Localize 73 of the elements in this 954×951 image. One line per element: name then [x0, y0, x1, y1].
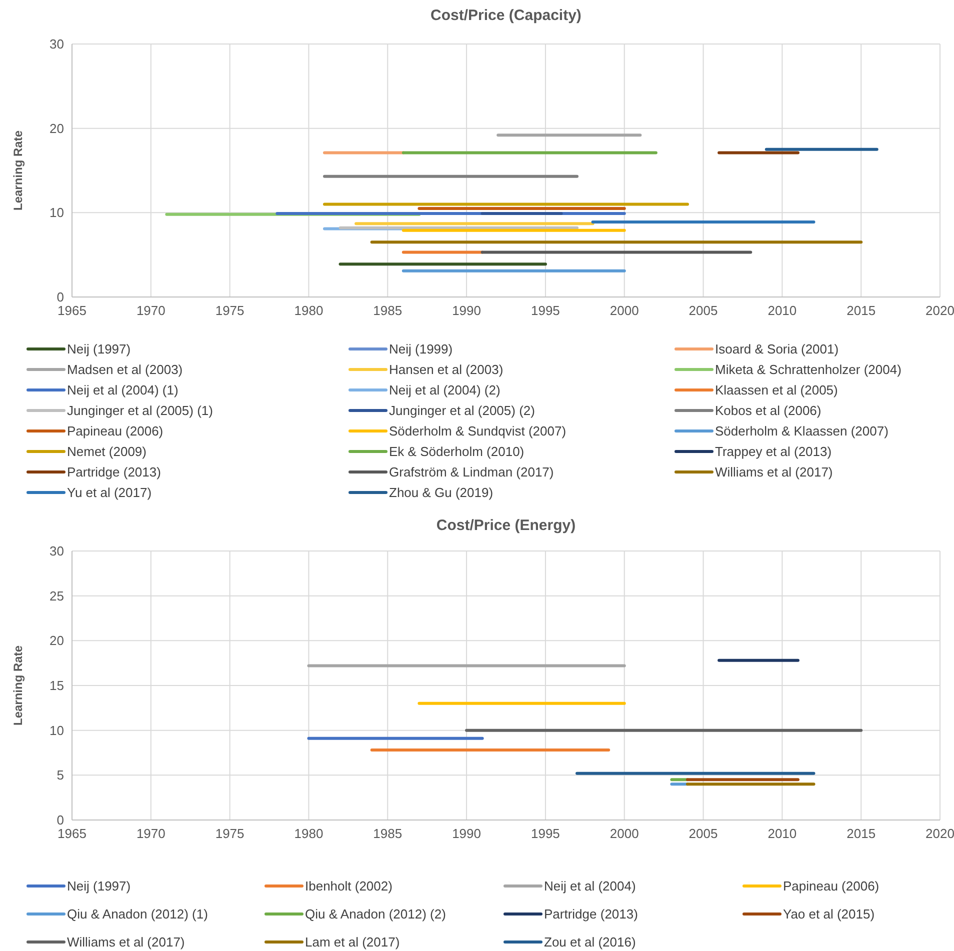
legend-label: Neij (1999)	[389, 342, 453, 356]
legend-label: Ibenholt (2002)	[305, 878, 392, 894]
legend-label: Neij (1997)	[67, 342, 131, 356]
y-tick-label: 10	[50, 722, 64, 738]
y-tick-label: 15	[50, 678, 64, 693]
legend-label: Qiu & Anadon (2012) (1)	[67, 906, 208, 922]
legend-label: Nemet (2009)	[67, 444, 146, 459]
legend-label: Miketa & Schrattenholzer (2004)	[715, 362, 902, 377]
legend-label: Papineau (2006)	[783, 878, 880, 894]
y-tick-label: 25	[50, 588, 64, 604]
x-tick-label: 1970	[136, 303, 166, 318]
legend-label: Junginger et al (2005) (1)	[67, 403, 213, 418]
x-tick-label: 2010	[768, 826, 797, 841]
x-tick-label: 1985	[373, 303, 402, 318]
x-tick-label: 1965	[58, 826, 86, 841]
y-tick-label: 0	[56, 812, 64, 828]
legend-label: Partridge (2013)	[67, 464, 161, 480]
legend-label: Isoard & Soria (2001)	[715, 342, 839, 356]
x-tick-label: 1985	[373, 826, 402, 841]
legend-label: Williams et al (2017)	[67, 934, 185, 950]
y-tick-label: 20	[50, 633, 64, 648]
x-tick-label: 1995	[530, 303, 560, 318]
y-tick-label: 5	[56, 768, 64, 783]
x-tick-label: 2015	[846, 826, 876, 841]
x-tick-label: 1990	[452, 303, 482, 318]
x-tick-label: 2010	[768, 303, 797, 318]
legend-label: Klaassen et al (2005)	[715, 382, 838, 398]
x-tick-label: 1995	[530, 826, 560, 841]
legend-label: Hansen et al (2003)	[389, 362, 504, 377]
legend-label: Zou et al (2016)	[544, 934, 636, 950]
x-tick-label: 1980	[294, 826, 324, 841]
legend-label: Trappey et al (2013)	[715, 444, 832, 459]
legend-label: Lam et al (2017)	[305, 934, 400, 950]
x-tick-label: 1970	[136, 826, 166, 841]
legend-label: Kobos et al (2006)	[715, 403, 822, 418]
x-tick-label: 2000	[610, 826, 639, 841]
legend-label: Neij et al (2004)	[544, 878, 636, 894]
x-tick-label: 1975	[215, 303, 244, 318]
legend-label: Williams et al (2017)	[715, 464, 833, 480]
legend-label: Papineau (2006)	[67, 424, 164, 438]
x-tick-label: 1990	[452, 826, 482, 841]
legend-label: Junginger et al (2005) (2)	[389, 403, 535, 418]
legend-label: Qiu & Anadon (2012) (2)	[305, 906, 446, 922]
legend-label: Yu et al (2017)	[67, 485, 152, 500]
legend-label: Yao et al (2015)	[783, 906, 875, 922]
x-tick-label: 2020	[926, 826, 954, 841]
chart-title: Cost/Price (Energy)	[436, 517, 576, 534]
chart-title: Cost/Price (Capacity)	[430, 7, 582, 24]
legend-label: Grafström & Lindman (2017)	[389, 464, 554, 480]
x-tick-label: 2005	[688, 826, 718, 841]
legend-label: Zhou & Gu (2019)	[389, 485, 494, 500]
y-tick-label: 10	[50, 205, 64, 220]
legend-label: Söderholm & Sundqvist (2007)	[389, 424, 566, 438]
legend-label: Ek & Söderholm (2010)	[389, 444, 524, 459]
y-tick-label: 0	[56, 290, 64, 304]
legend-label: Neij (1997)	[67, 878, 131, 894]
y-tick-label: 20	[50, 120, 64, 136]
x-tick-label: 1980	[294, 303, 324, 318]
y-axis-title: Learning Rate	[11, 130, 25, 211]
legend-label: Söderholm & Klaassen (2007)	[715, 424, 888, 438]
x-tick-label: 2005	[688, 303, 718, 318]
x-tick-label: 2020	[926, 303, 954, 318]
x-tick-label: 2015	[846, 303, 876, 318]
legend-label: Madsen et al (2003)	[67, 362, 183, 377]
legend-label: Neij et al (2004) (2)	[389, 382, 500, 398]
x-tick-label: 1975	[215, 826, 244, 841]
x-tick-label: 1965	[58, 303, 86, 318]
y-axis-title: Learning Rate	[11, 645, 25, 726]
legend-label: Neij et al (2004) (1)	[67, 382, 178, 398]
y-tick-label: 30	[50, 544, 64, 558]
y-tick-label: 30	[50, 36, 64, 52]
x-tick-label: 2000	[610, 303, 639, 318]
legend-label: Partridge (2013)	[544, 906, 638, 922]
